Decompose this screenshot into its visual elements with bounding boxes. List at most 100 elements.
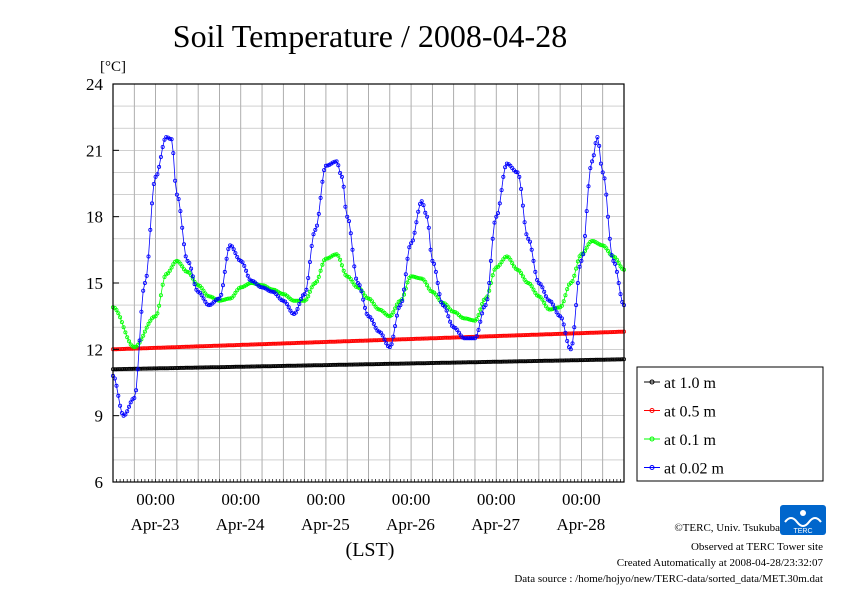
data-point (274, 341, 279, 346)
data-point (212, 365, 217, 370)
data-point (414, 220, 419, 225)
data-point (231, 293, 236, 298)
data-point (432, 336, 437, 341)
data-point (604, 192, 609, 197)
data-point (125, 335, 130, 340)
data-point (389, 342, 394, 347)
data-point (233, 343, 238, 348)
data-point (421, 361, 426, 366)
data-point (508, 333, 513, 338)
data-point (127, 339, 132, 344)
data-point (314, 223, 319, 228)
y-tick-label: 21 (86, 141, 103, 160)
data-point (531, 258, 536, 263)
data-point (448, 319, 453, 324)
data-point (407, 361, 412, 366)
data-point (228, 364, 233, 369)
data-point (359, 338, 364, 343)
data-point (247, 364, 252, 369)
data-point (314, 340, 319, 345)
data-point (410, 274, 415, 279)
data-point (148, 227, 153, 232)
data-point (391, 310, 396, 315)
data-point (471, 318, 476, 323)
data-point (146, 254, 151, 259)
data-point (217, 296, 222, 301)
data-point (561, 299, 566, 304)
data-point (400, 361, 405, 366)
data-point (607, 236, 612, 241)
data-point (354, 276, 359, 281)
data-point (559, 303, 564, 308)
data-point (165, 366, 170, 371)
data-point (606, 330, 611, 335)
data-point (556, 305, 561, 310)
data-point (247, 342, 252, 347)
data-point (584, 209, 589, 214)
data-point (323, 256, 328, 261)
data-point (369, 317, 374, 322)
data-point (533, 290, 538, 295)
data-point (497, 201, 502, 206)
data-point (259, 285, 264, 290)
data-point (435, 280, 440, 285)
data-point (377, 362, 382, 367)
y-tick-label: 18 (86, 208, 103, 227)
data-point (213, 343, 218, 348)
x-tick-label: 00:00 (221, 490, 260, 509)
series-at-0-5-m (111, 329, 627, 352)
data-point (192, 344, 197, 349)
data-point (369, 362, 374, 367)
data-point (245, 273, 250, 278)
data-point (171, 151, 176, 156)
data-point (142, 329, 147, 334)
data-point (299, 296, 304, 301)
data-point (169, 137, 174, 142)
data-point (490, 334, 495, 339)
data-point (180, 225, 185, 230)
data-point (345, 362, 350, 367)
data-point (583, 233, 588, 238)
data-point (391, 361, 396, 366)
data-point (369, 338, 374, 343)
data-point (586, 184, 591, 189)
data-point (304, 297, 309, 302)
data-point (171, 345, 176, 350)
data-point (146, 321, 151, 326)
data-point (393, 324, 398, 329)
data-point (412, 230, 417, 235)
data-point (549, 307, 554, 312)
data-point (528, 239, 533, 244)
data-point (144, 325, 149, 330)
data-point (288, 341, 293, 346)
data-point (123, 330, 128, 335)
data-point (268, 289, 273, 294)
legend-entry-label: at 0.1 m (664, 432, 717, 449)
data-point (189, 266, 194, 271)
x-tick-label: 00:00 (136, 490, 175, 509)
data-point (515, 333, 520, 338)
data-point (364, 362, 369, 367)
data-point (591, 357, 596, 362)
data-point (158, 345, 163, 350)
data-point (419, 199, 424, 204)
data-point (357, 338, 362, 343)
data-point (116, 393, 121, 398)
data-point (510, 359, 515, 364)
data-point (474, 334, 479, 339)
data-point (600, 357, 605, 362)
data-point (119, 320, 124, 325)
data-point (499, 188, 504, 193)
data-point (433, 336, 438, 341)
data-point (437, 292, 442, 297)
data-point (423, 210, 428, 215)
data-point (510, 333, 515, 338)
data-point (446, 314, 451, 319)
legend-entry-label: at 0.02 m (664, 461, 725, 478)
data-point (551, 306, 556, 311)
legend-swatch-marker (649, 408, 655, 413)
data-point (540, 297, 545, 302)
data-point (165, 271, 170, 276)
data-point (235, 342, 240, 347)
data-point (515, 359, 520, 364)
